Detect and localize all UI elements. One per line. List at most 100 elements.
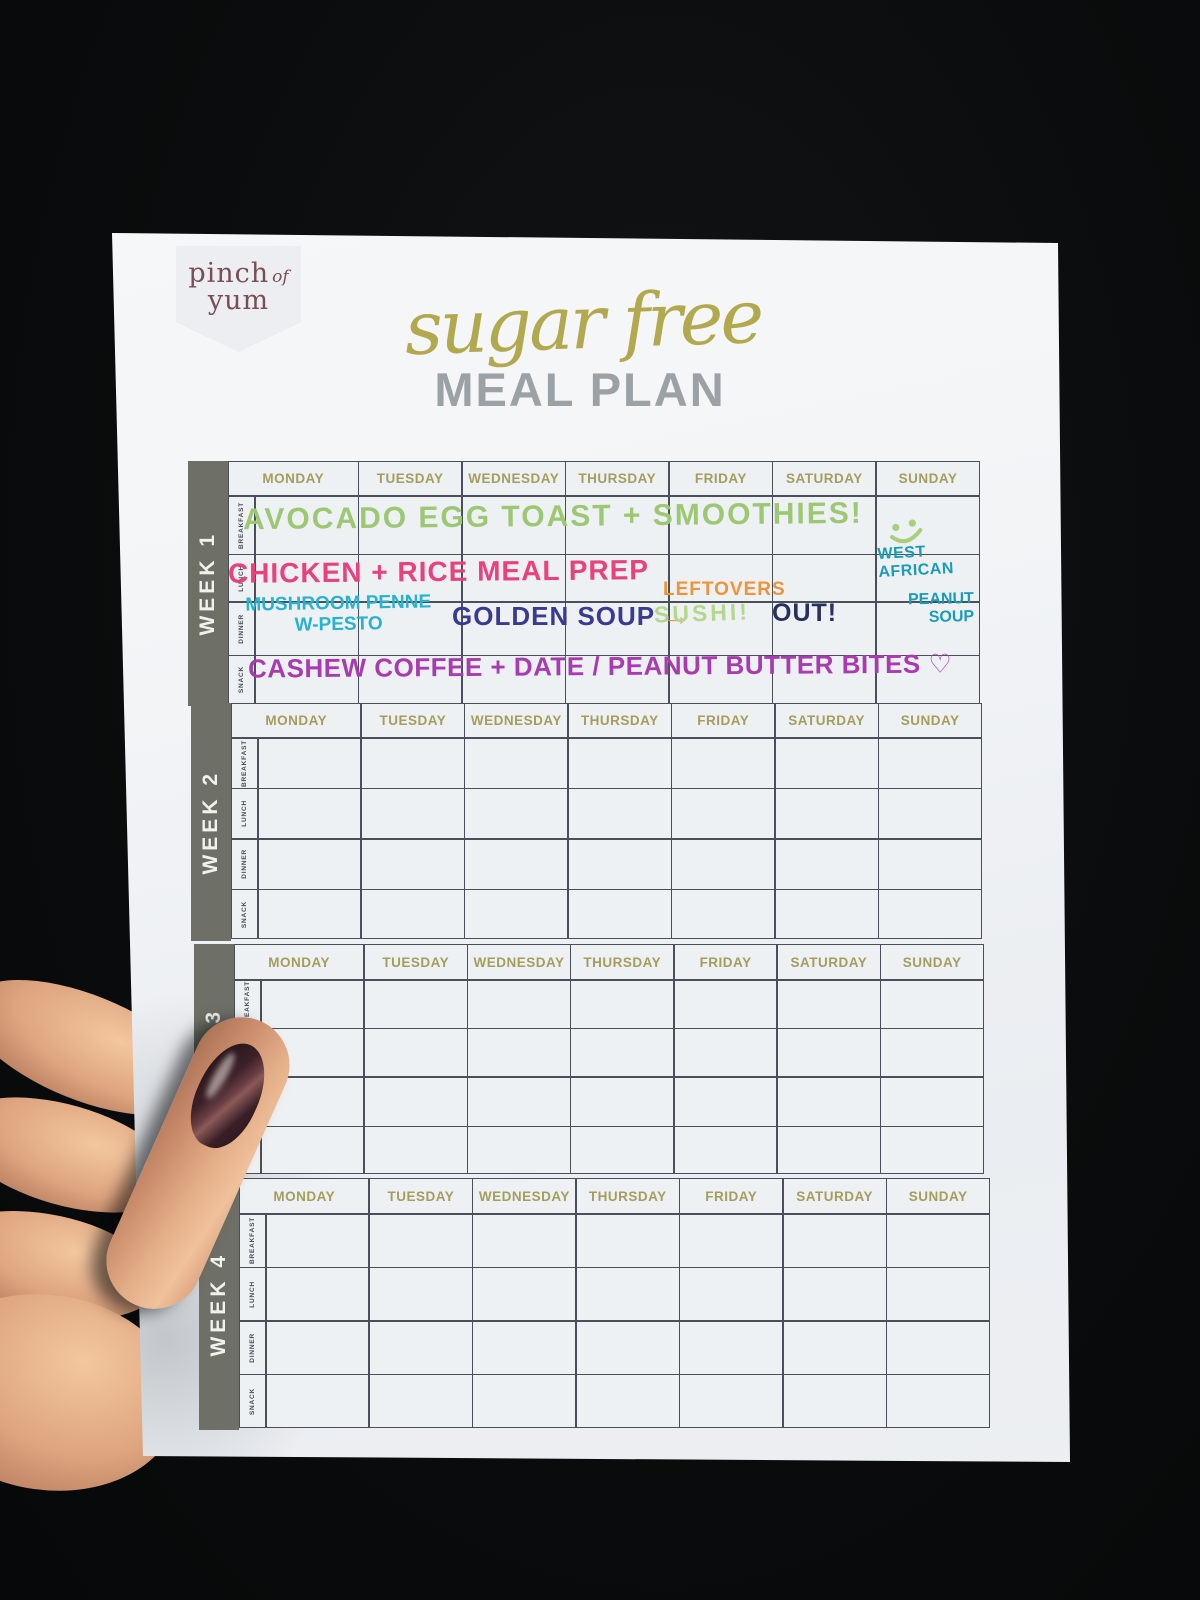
- meal-cell: [879, 890, 981, 939]
- day-header: MONDAY: [235, 945, 364, 979]
- meal-cell: [468, 1077, 570, 1126]
- meal-cell: [462, 656, 565, 704]
- week-table: WEEK 2 MONDAY TUESDAY WEDNESDAY THURSDAY FRID…: [191, 703, 982, 941]
- day-header: WEDNESDAY: [468, 945, 570, 979]
- day-header: SUNDAY: [879, 704, 981, 737]
- meal-row-label: DINNER: [229, 602, 254, 655]
- week-label: WEEK 1: [196, 531, 219, 636]
- note-lunch-week1: CHICKEN + RICE MEAL PREP: [227, 554, 650, 589]
- meal-cell: [576, 1214, 679, 1267]
- meal-cell: [266, 1214, 369, 1267]
- meal-cell: [680, 1268, 783, 1321]
- meal-cell: [773, 555, 876, 602]
- meal-cell: [783, 1268, 886, 1321]
- meal-cell: [887, 1268, 989, 1321]
- meal-cell: [362, 890, 464, 939]
- meal-cell: [773, 496, 876, 554]
- meal-cell: [468, 1127, 570, 1174]
- day-header: SUNDAY: [877, 462, 979, 495]
- meal-cell: [566, 555, 669, 602]
- meal-cell: [881, 1077, 983, 1126]
- meal-row-label: LUNCH: [229, 555, 254, 602]
- meal-cell: [674, 980, 777, 1028]
- day-header: TUESDAY: [362, 704, 464, 737]
- meal-cell: [364, 980, 467, 1028]
- meal-cell: [576, 1268, 679, 1321]
- meal-cell: [359, 496, 462, 554]
- meal-cell: [877, 602, 979, 655]
- meal-cell: [672, 789, 775, 839]
- meal-cell: [680, 1214, 783, 1267]
- meal-cell: [669, 555, 772, 602]
- meal-cell: [887, 1321, 989, 1374]
- note-sunday-lunch-week1: WEST AFRICAN: [877, 543, 955, 581]
- meal-cell: [877, 555, 979, 602]
- meal-grid: MONDAY TUESDAY WEDNESDAY THURSDAY FRIDAY SATU…: [239, 1178, 990, 1429]
- meal-cell: [473, 1375, 576, 1428]
- meal-cell: [359, 602, 462, 655]
- day-header: WEDNESDAY: [462, 462, 565, 495]
- meal-cell: [261, 1127, 364, 1174]
- day-header: SUNDAY: [881, 945, 983, 979]
- day-header: SATURDAY: [783, 1179, 886, 1213]
- meal-cell: [370, 1375, 472, 1428]
- meal-cell: [258, 789, 361, 839]
- meal-row-label: DINNER: [232, 839, 257, 889]
- note-breakfast-week1: AVOCADO EGG TOAST + SMOOTHIES!: [242, 496, 863, 537]
- day-header: THURSDAY: [566, 462, 669, 495]
- logo-word-of: of: [272, 267, 289, 287]
- meal-row-label: LUNCH: [240, 1268, 265, 1321]
- week-label: WEEK 4: [207, 1251, 230, 1357]
- week-table: WEEK 1 MONDAY TUESDAY WEDNESDAY THURSDAY FRID…: [188, 461, 980, 706]
- meal-cell: [566, 656, 669, 704]
- note-dinner-monday-week1: MUSHROOM PENNE W-PESTO: [245, 591, 432, 637]
- meal-row-label: SNACK: [232, 890, 257, 939]
- meal-cell: [669, 496, 772, 554]
- meal-cell: [266, 1321, 369, 1374]
- meal-row-label: BREAKFAST: [232, 738, 257, 788]
- meal-cell: [778, 1029, 880, 1077]
- meal-cell: [462, 602, 565, 655]
- day-header: MONDAY: [232, 704, 361, 737]
- meal-cell: [879, 738, 981, 788]
- meal-cell: [261, 980, 364, 1028]
- meal-cell: [255, 496, 358, 554]
- meal-cell: [468, 1029, 570, 1077]
- meal-cell: [674, 1127, 777, 1174]
- meal-cell: [473, 1268, 576, 1321]
- meal-cell: [775, 738, 878, 788]
- meal-cell: [370, 1214, 472, 1267]
- day-header: THURSDAY: [576, 1179, 679, 1213]
- meal-cell: [783, 1214, 886, 1267]
- meal-row-label: SNACK: [240, 1375, 265, 1428]
- meal-cell: [571, 1127, 674, 1174]
- note-sunday-dinner-week1: PEANUT SOUP: [907, 590, 975, 626]
- meal-cell: [255, 656, 358, 704]
- note-dinner-saturday-week1: OUT!: [772, 599, 838, 627]
- meal-grid: MONDAY TUESDAY WEDNESDAY THURSDAY FRIDAY SATU…: [228, 461, 980, 705]
- logo-word-yum: yum: [207, 285, 270, 316]
- meal-cell: [571, 1077, 674, 1126]
- meal-cell: [568, 789, 671, 839]
- meal-cell: [775, 839, 878, 889]
- meal-cell: [669, 602, 772, 655]
- meal-cell: [465, 789, 568, 839]
- meal-cell: [359, 555, 462, 602]
- meal-row-label: BREAKFAST: [229, 496, 254, 554]
- meal-cell: [258, 839, 361, 889]
- meal-cell: [258, 890, 361, 939]
- meal-cell: [566, 496, 669, 554]
- day-header: SATURDAY: [773, 462, 876, 495]
- day-header: WEDNESDAY: [465, 704, 568, 737]
- meal-cell: [576, 1321, 679, 1374]
- meal-cell: [473, 1321, 576, 1374]
- meal-cell: [462, 555, 565, 602]
- meal-cell: [887, 1375, 989, 1428]
- meal-cell: [877, 656, 979, 704]
- week-table: WEEK 4 MONDAY TUESDAY WEDNESDAY THURSDAY FRID…: [199, 1178, 990, 1430]
- meal-cell: [881, 980, 983, 1028]
- leftovers-text: LEFTOVERS: [663, 579, 786, 601]
- meal-cell: [887, 1214, 989, 1267]
